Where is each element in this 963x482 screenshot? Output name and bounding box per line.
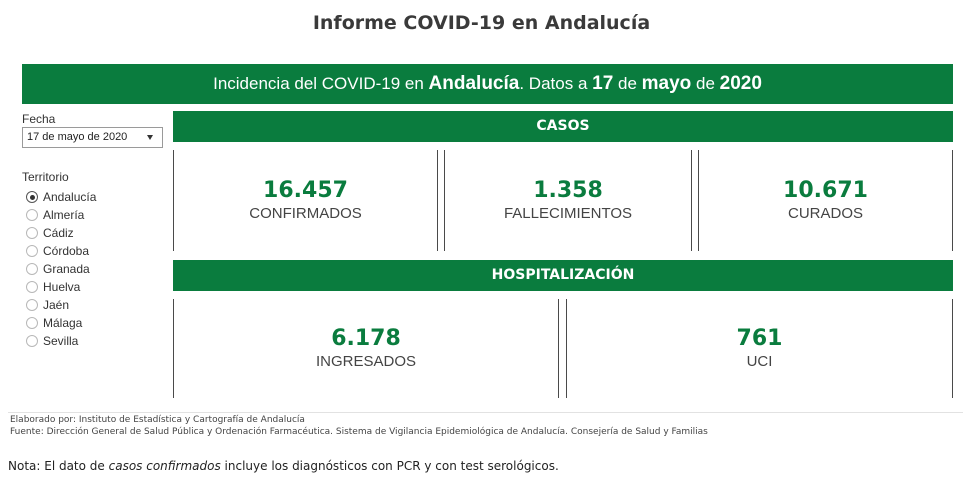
radio-button-icon[interactable] [26, 335, 38, 347]
radio-button-icon[interactable] [26, 317, 38, 329]
territory-option-label: Cádiz [43, 226, 74, 240]
kpi-confirmados: 16.457 CONFIRMADOS [174, 179, 437, 224]
kpi-value: 10.671 [783, 178, 868, 203]
divider [566, 299, 567, 398]
radio-button-icon[interactable] [26, 263, 38, 275]
territory-option[interactable]: Córdoba [26, 242, 96, 260]
banner-prefix: Incidencia del COVID-19 en [213, 74, 429, 93]
divider [952, 299, 953, 398]
divider [173, 150, 174, 251]
kpi-label: UCI [746, 353, 773, 370]
banner-middle: . Datos a [519, 74, 593, 93]
note-suffix: incluye los diagnósticos con PCR y con t… [220, 459, 559, 473]
banner-de-1: de [613, 74, 642, 93]
divider [437, 150, 438, 251]
date-filter-label: Fecha [22, 112, 56, 126]
chevron-down-icon [147, 135, 153, 140]
note-prefix: Nota: El dato de [8, 459, 109, 473]
kpi-curados: 10.671 CURADOS [699, 179, 952, 224]
banner-de-2: de [691, 74, 720, 93]
date-select-value: 17 de mayo de 2020 [27, 131, 128, 143]
kpi-fallecimientos: 1.358 FALLECIMIENTOS [445, 179, 691, 224]
territory-option-label: Huelva [43, 280, 81, 294]
report-banner: Incidencia del COVID-19 en Andalucía. Da… [22, 64, 953, 104]
banner-day: 17 [592, 73, 614, 94]
kpi-value: 761 [736, 326, 783, 351]
divider [558, 299, 559, 398]
banner-region: Andalucía [428, 73, 520, 94]
kpi-value: 1.358 [533, 178, 603, 203]
kpi-value: 16.457 [263, 178, 348, 203]
territory-filter-label: Territorio [22, 170, 69, 184]
divider [952, 150, 953, 251]
casos-section-header: CASOS [173, 111, 953, 142]
territory-option[interactable]: Huelva [26, 278, 96, 296]
note: Nota: El dato de casos confirmados inclu… [8, 459, 559, 473]
territory-option[interactable]: Granada [26, 260, 96, 278]
territory-option[interactable]: Sevilla [26, 332, 96, 350]
radio-button-icon[interactable] [26, 209, 38, 221]
radio-button-icon[interactable] [26, 281, 38, 293]
territory-option-label: Córdoba [43, 244, 90, 258]
kpi-value: 6.178 [331, 326, 401, 351]
date-select[interactable]: 17 de mayo de 2020 [22, 127, 163, 148]
territory-option[interactable]: Cádiz [26, 224, 96, 242]
territory-option-label: Sevilla [43, 334, 79, 348]
territory-option-label: Andalucía [43, 190, 97, 204]
radio-button-icon[interactable] [26, 299, 38, 311]
kpi-uci: 761 UCI [567, 327, 952, 372]
territory-option[interactable]: Málaga [26, 314, 96, 332]
page-title: Informe COVID-19 en Andalucía [312, 12, 651, 34]
divider [691, 150, 692, 251]
divider [444, 150, 445, 251]
territory-option-label: Jaén [43, 298, 70, 312]
hospitalizacion-section-header: HOSPITALIZACIÓN [173, 260, 953, 291]
banner-month: mayo [641, 73, 692, 94]
radio-button-icon[interactable] [26, 245, 38, 257]
kpi-label: INGRESADOS [315, 353, 417, 370]
divider [173, 299, 174, 398]
divider [698, 150, 699, 251]
footer-fuente: Fuente: Dirección General de Salud Públi… [10, 427, 708, 437]
note-emphasis: casos confirmados [108, 459, 221, 473]
territory-option-label: Granada [43, 262, 90, 276]
territory-option-label: Almería [43, 208, 85, 222]
territory-option[interactable]: Jaén [26, 296, 96, 314]
banner-year: 2020 [719, 73, 762, 94]
radio-button-icon[interactable] [26, 191, 38, 203]
kpi-label: CONFIRMADOS [249, 205, 362, 222]
territory-option[interactable]: Andalucía [26, 188, 96, 206]
footer-elaborado: Elaborado por: Instituto de Estadística … [10, 415, 305, 425]
territory-option-label: Málaga [43, 316, 83, 330]
kpi-ingresados: 6.178 INGRESADOS [174, 327, 558, 372]
territory-option[interactable]: Almería [26, 206, 96, 224]
kpi-label: FALLECIMIENTOS [503, 205, 633, 222]
kpi-label: CURADOS [787, 205, 863, 222]
territory-radio-group: Andalucía Almería Cádiz Córdoba Granada Huelv… [26, 188, 96, 350]
footer-divider [8, 412, 963, 413]
radio-button-icon[interactable] [26, 227, 38, 239]
